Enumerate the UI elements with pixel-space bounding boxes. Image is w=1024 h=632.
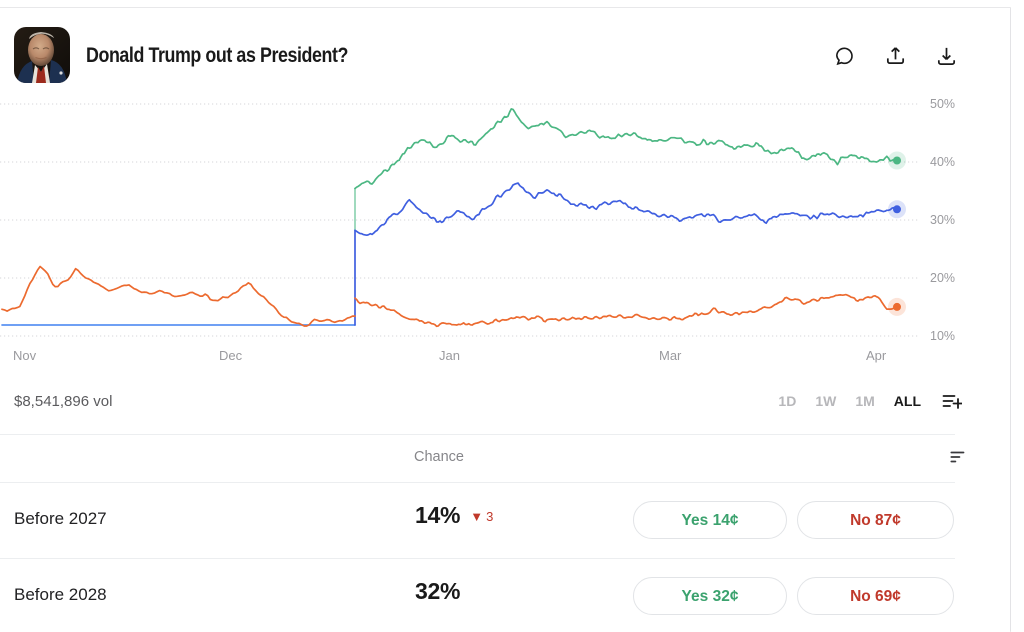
svg-text:Dec: Dec — [219, 348, 243, 363]
svg-text:Jan: Jan — [439, 348, 460, 363]
svg-text:50%: 50% — [930, 97, 955, 111]
svg-text:30%: 30% — [930, 213, 955, 227]
svg-text:Nov: Nov — [13, 348, 37, 363]
svg-text:10%: 10% — [930, 329, 955, 343]
svg-text:Apr: Apr — [866, 348, 887, 363]
svg-text:20%: 20% — [930, 271, 955, 285]
svg-text:40%: 40% — [930, 155, 955, 169]
svg-text:Mar: Mar — [659, 348, 682, 363]
